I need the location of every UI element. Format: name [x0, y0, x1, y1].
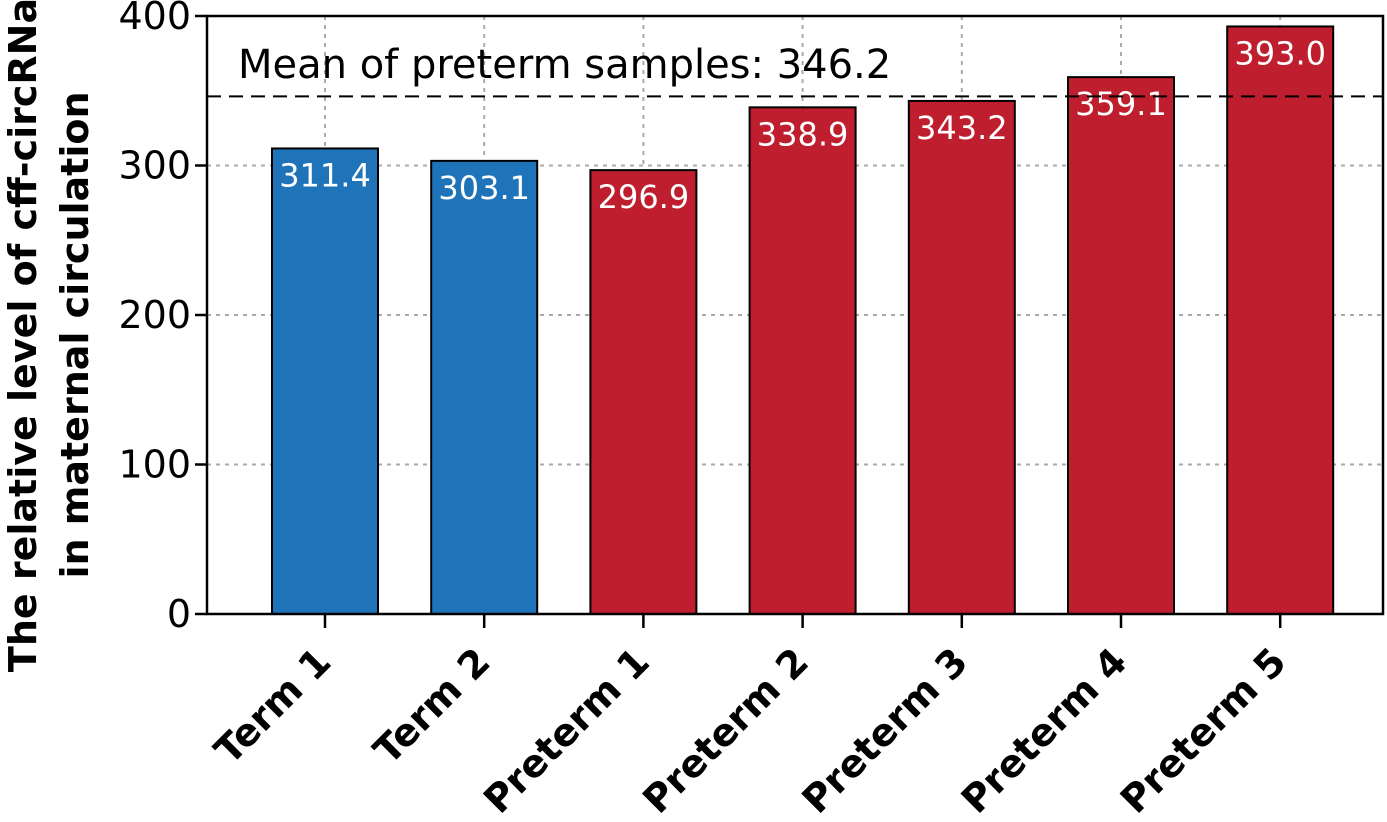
bar-preterm-1: [589, 169, 698, 616]
y-tick-label: 0: [167, 592, 191, 636]
bar-preterm-5: [1226, 25, 1335, 615]
y-axis-label-line-2: in maternal circulation: [53, 91, 97, 578]
x-tick-label: Preterm 1: [475, 639, 658, 822]
y-tick-label: 200: [118, 293, 191, 337]
bar-preterm-3: [907, 99, 1016, 615]
y-tick-label: 300: [118, 144, 191, 188]
y-tick-label: 100: [118, 443, 191, 487]
bar-value-label: 338.9: [757, 115, 849, 153]
x-tick-label: Preterm 5: [1112, 639, 1295, 822]
y-axis-ticks: 0 100 200 300 400: [118, 0, 207, 636]
bar-value-label: 303.1: [438, 169, 530, 207]
x-tick-label: Preterm 4: [953, 639, 1136, 822]
y-tick-label: 400: [118, 0, 191, 38]
x-tick-label: Preterm 2: [634, 639, 817, 822]
bar-term-2: [430, 159, 539, 615]
bar-value-label: 311.4: [279, 156, 371, 194]
y-axis-label-line-1: The relative level of cff-circRNa: [1, 0, 45, 672]
y-axis-label: The relative level of cff-circRNa in mat…: [1, 0, 97, 672]
bar-preterm-4: [1067, 76, 1175, 615]
bar-term-1: [271, 147, 379, 615]
mean-reference-label: Mean of preterm samples: 346.2: [238, 42, 891, 88]
x-tick-label: Preterm 3: [794, 639, 977, 822]
x-tick-label: Term 1: [206, 639, 339, 772]
x-tick-label: Term 2: [365, 639, 498, 772]
bar-value-label: 296.9: [598, 178, 690, 216]
bar-value-label: 393.0: [1234, 34, 1326, 72]
bar-value-label: 343.2: [916, 109, 1008, 147]
bar-value-label: 359.1: [1075, 85, 1167, 123]
bar-preterm-2: [748, 106, 857, 615]
bars: 311.4 303.1 296.9 338.9 343.2 359.1 393.0: [271, 25, 1335, 616]
